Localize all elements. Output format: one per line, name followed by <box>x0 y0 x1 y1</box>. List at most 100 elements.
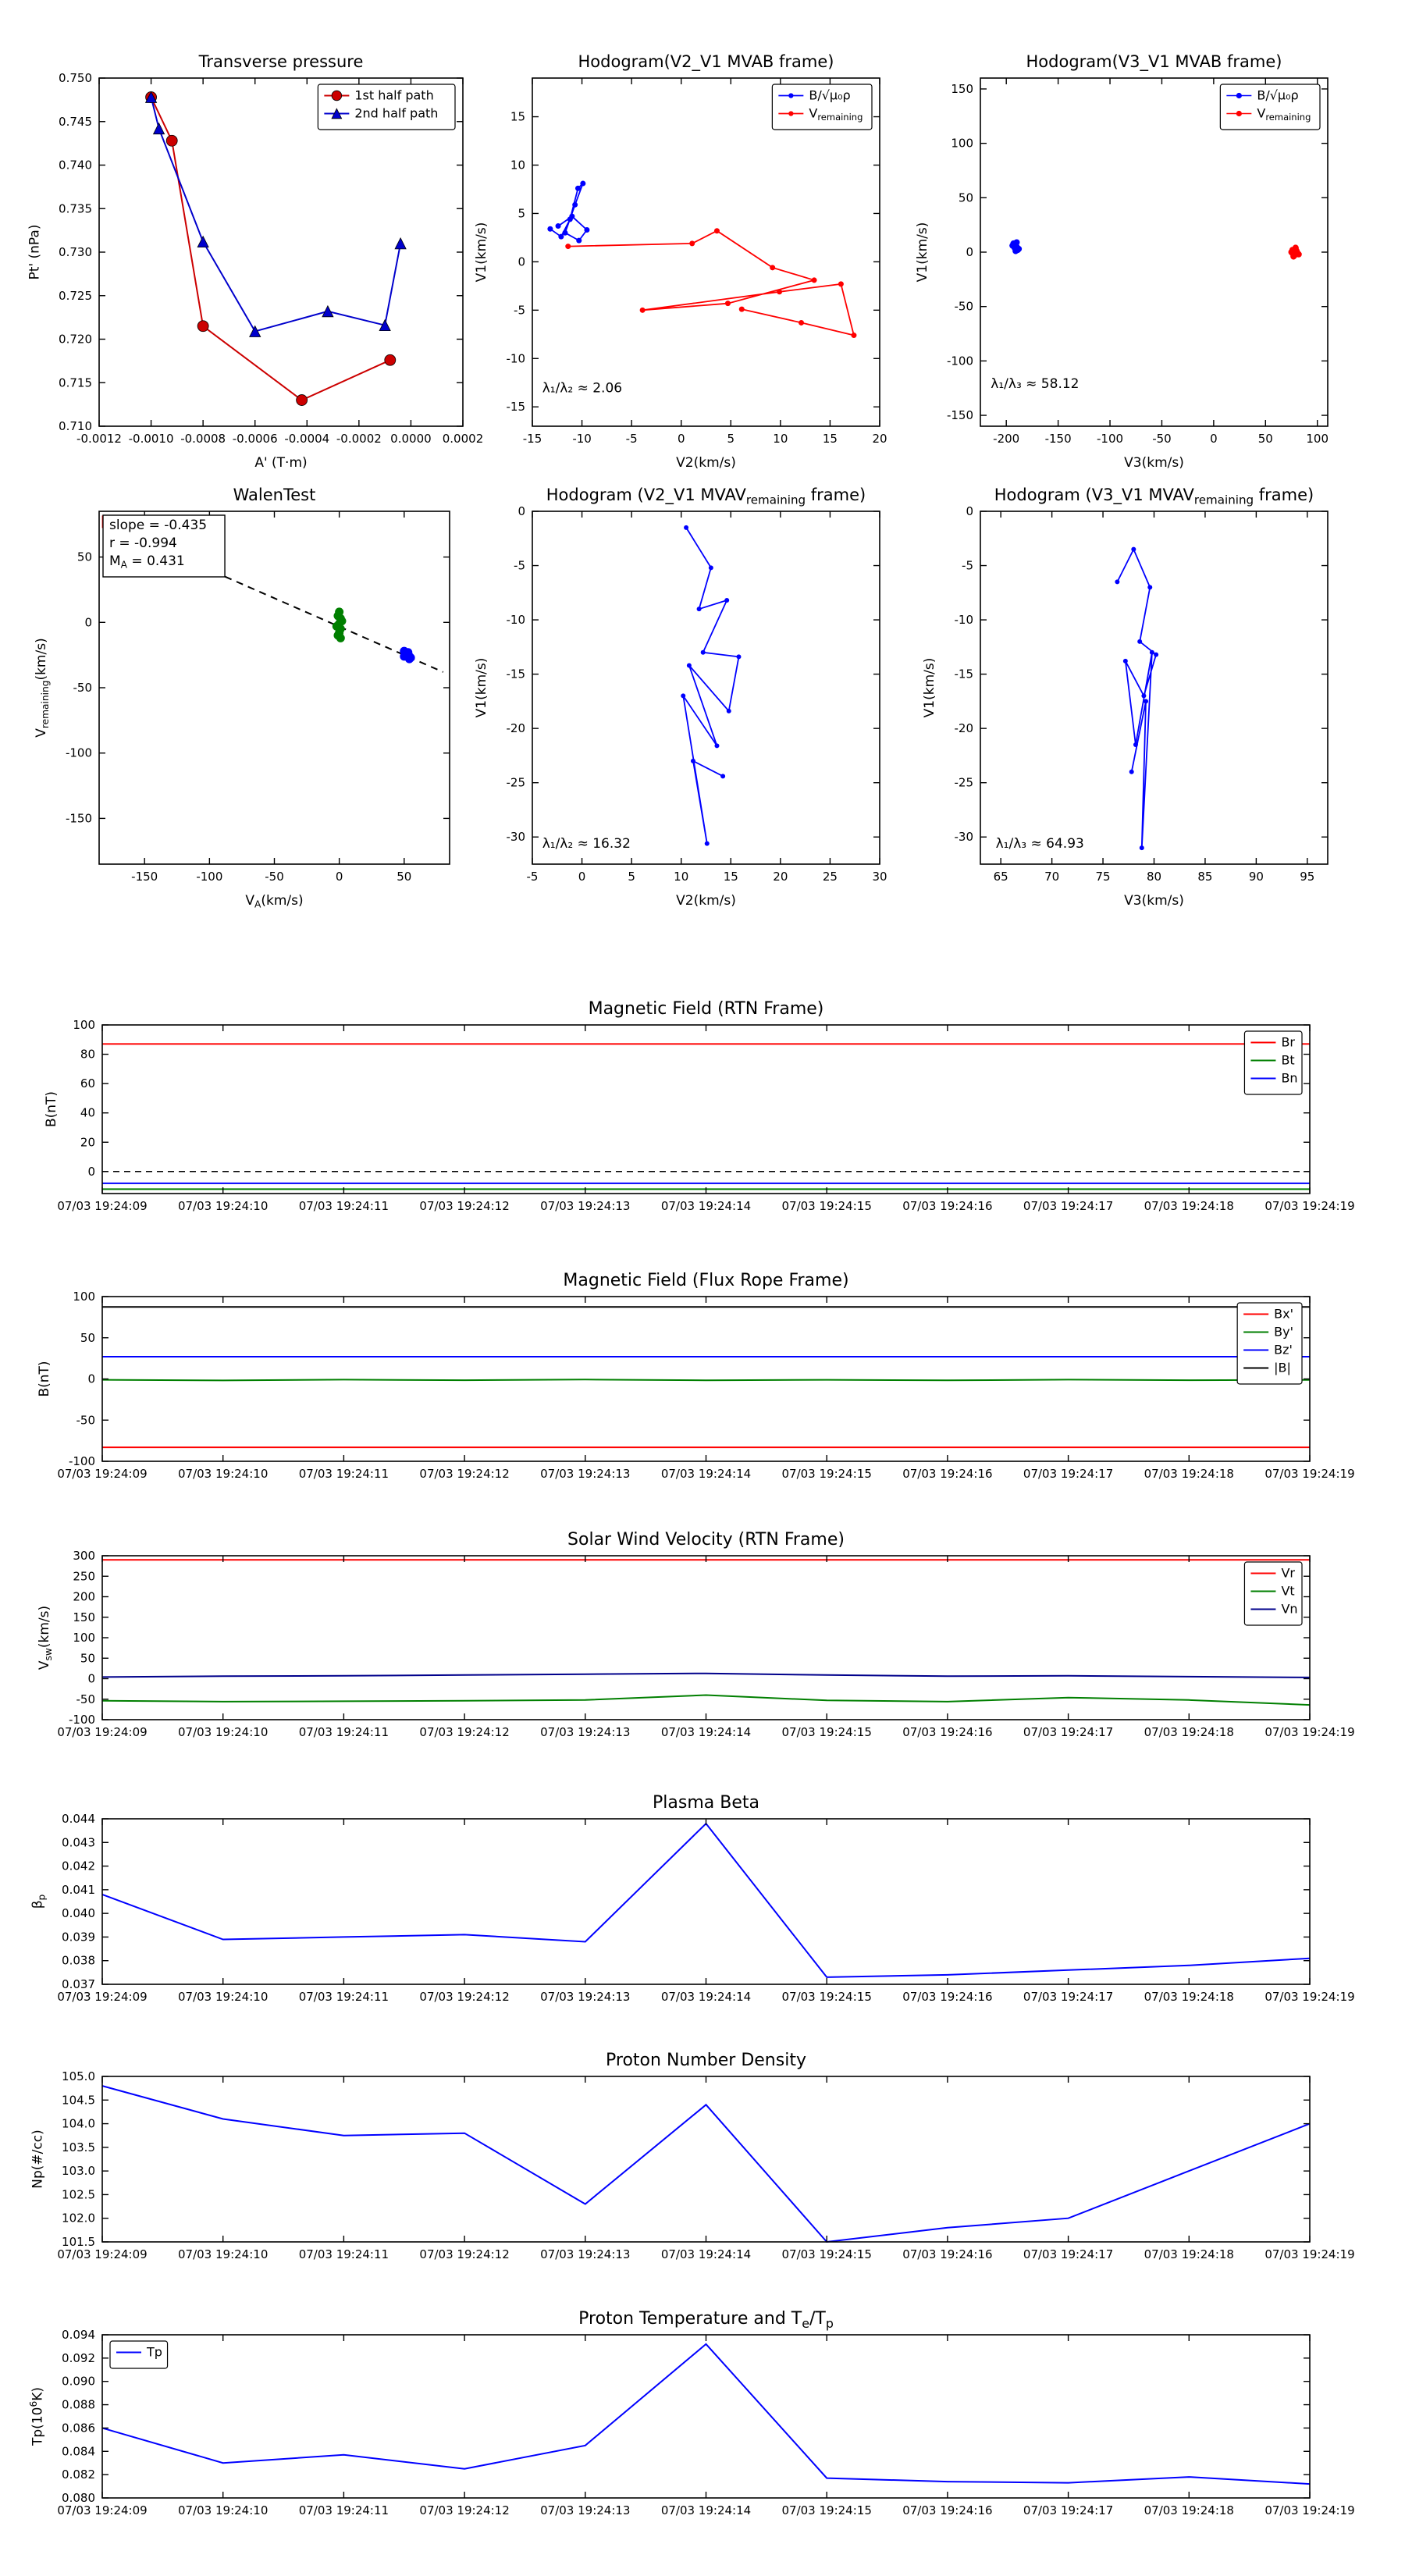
dot-marker <box>584 227 590 233</box>
x-tick-label: -200 <box>993 432 1019 446</box>
y-tick-label: -150 <box>66 811 92 825</box>
svg-text:r = -0.994: r = -0.994 <box>109 535 177 551</box>
x-tick-label: 10 <box>773 432 788 446</box>
x-tick-label: 07/03 19:24:18 <box>1144 1199 1234 1213</box>
y-tick-label: 0.038 <box>62 1954 95 1968</box>
x-tick-label: 07/03 19:24:09 <box>57 1990 147 2004</box>
y-tick-label: 80 <box>80 1048 95 1062</box>
chart-proton-number-density: 07/03 19:24:09 07/03 19:24:10 07/03 19:24:… <box>30 2051 1355 2261</box>
dot-marker <box>1154 652 1159 657</box>
stats-textbox: slope = -0.435 r = -0.994 MA = 0.431 <box>102 514 226 578</box>
dot-marker <box>708 565 713 571</box>
legend-label: Vn <box>1281 1602 1297 1617</box>
dot-marker <box>736 654 742 660</box>
y-tick-label: -100 <box>69 1713 95 1727</box>
dot-marker <box>558 233 564 240</box>
y-tick-label: 300 <box>73 1549 95 1563</box>
y-tick-label: 0.750 <box>59 71 92 85</box>
triangle-marker <box>144 91 158 103</box>
y-tick-label: -10 <box>955 613 974 627</box>
y-axis-label: V1(km/s) <box>474 222 489 283</box>
x-axis-label: A' (T·m) <box>254 455 307 471</box>
dot-marker <box>1147 585 1153 590</box>
dot-marker <box>336 633 345 642</box>
dot-marker <box>1289 250 1296 257</box>
x-tick-label: 07/03 19:24:17 <box>1023 1199 1113 1213</box>
dot-marker <box>580 180 586 187</box>
x-axis-label: V3(km/s) <box>1124 455 1184 471</box>
y-tick-label: 103.5 <box>62 2140 95 2154</box>
y-tick-label: 100 <box>73 1290 95 1304</box>
y-tick-label: 200 <box>73 1590 95 1604</box>
y-tick-label: 100 <box>73 1631 95 1645</box>
y-tick-label: 0.740 <box>59 158 92 173</box>
y-tick-label: 0.094 <box>62 2328 95 2342</box>
plot-proton-number-density: 07/03 19:24:09 07/03 19:24:10 07/03 19:24:… <box>30 2051 1355 2261</box>
plot-magnetic-field-flux-rope: 07/03 19:24:09 07/03 19:24:10 07/03 19:24:… <box>37 1271 1354 1481</box>
x-tick-label: 0 <box>336 870 343 884</box>
triangle-marker <box>322 304 334 318</box>
dot-marker <box>1122 658 1128 664</box>
x-tick-label: 07/03 19:24:13 <box>540 1725 630 1739</box>
series-line <box>101 2085 1311 2243</box>
x-tick-label: -0.0010 <box>129 432 174 446</box>
legend: 1st half path 2nd half path <box>317 84 456 130</box>
dot-marker <box>700 649 706 655</box>
dot-marker <box>1131 546 1136 552</box>
x-tick-label: 07/03 19:24:12 <box>419 1467 509 1481</box>
x-tick-label: -15 <box>523 432 542 446</box>
y-tick-label: -100 <box>947 354 973 368</box>
chart-title: Hodogram(V3_V1 MVAB frame) <box>1026 52 1282 72</box>
x-tick-label: 07/03 19:24:14 <box>661 1725 751 1739</box>
x-tick-label: 07/03 19:24:17 <box>1023 2247 1113 2261</box>
chart-title: Proton Temperature and Te/Tp <box>578 2309 834 2331</box>
legend-label: Vremaining <box>1257 106 1311 123</box>
dot-marker <box>1144 699 1149 704</box>
x-tick-label: 95 <box>1300 870 1314 884</box>
x-tick-label: 07/03 19:24:12 <box>419 1725 509 1739</box>
y-axis-label: Vremaining(km/s) <box>34 638 51 737</box>
dot-marker <box>1133 742 1138 748</box>
x-tick-label: -0.0006 <box>233 432 278 446</box>
x-tick-label: 07/03 19:24:15 <box>782 1725 872 1739</box>
dot-marker <box>1292 245 1299 252</box>
annotation: λ₁/λ₂ ≈ 16.32 <box>542 836 631 852</box>
dot-marker <box>1141 693 1147 699</box>
x-tick-label: 0 <box>678 432 685 446</box>
axes-border <box>532 511 880 865</box>
y-tick-label: 102.5 <box>62 2187 95 2201</box>
x-tick-label: 90 <box>1249 870 1264 884</box>
svg-text:MA = 0.431: MA = 0.431 <box>109 553 185 571</box>
axes-border <box>101 1296 1311 1462</box>
y-tick-label: -5 <box>514 559 525 573</box>
x-tick-label: 07/03 19:24:19 <box>1264 1467 1354 1481</box>
y-tick-label: 0.086 <box>62 2421 95 2435</box>
series-line <box>101 2343 1311 2485</box>
dot-marker <box>811 277 817 283</box>
y-tick-label: 0.037 <box>62 1977 95 1991</box>
series-line <box>150 97 391 401</box>
x-tick-label: 07/03 19:24:15 <box>782 1467 872 1481</box>
x-tick-label: -0.0004 <box>284 432 329 446</box>
x-tick-label: 50 <box>1258 432 1273 446</box>
triangle-marker <box>394 237 407 250</box>
y-tick-label: -50 <box>955 300 974 314</box>
svg-text:slope = -0.435: slope = -0.435 <box>109 518 207 533</box>
x-tick-label: -0.0008 <box>180 432 226 446</box>
x-tick-label: -10 <box>572 432 592 446</box>
legend: Bx' By' Bz' |B| <box>1236 1302 1303 1385</box>
x-tick-label: 07/03 19:24:10 <box>178 1467 268 1481</box>
x-tick-label: -100 <box>196 870 222 884</box>
dot-marker <box>690 758 695 763</box>
y-tick-label: 0 <box>87 1165 95 1179</box>
x-tick-label: 15 <box>724 870 738 884</box>
y-tick-label: -50 <box>76 1413 96 1427</box>
dot-marker <box>565 244 571 250</box>
y-tick-label: 0.730 <box>59 245 92 259</box>
dot-marker <box>851 333 857 339</box>
y-tick-label: 20 <box>80 1135 95 1149</box>
y-tick-label: -25 <box>507 776 526 790</box>
y-tick-label: 50 <box>80 1331 95 1345</box>
y-axis-label: B(nT) <box>37 1361 52 1397</box>
